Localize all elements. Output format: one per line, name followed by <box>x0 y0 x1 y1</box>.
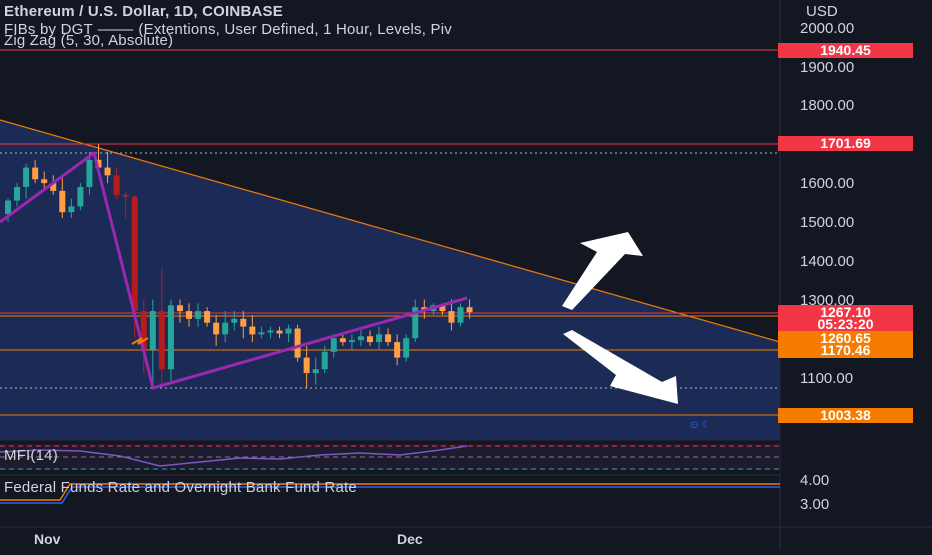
fed-funds-label[interactable]: Federal Funds Rate and Overnight Bank Fu… <box>4 479 357 496</box>
candle-body[interactable] <box>77 186 84 207</box>
candle-body[interactable] <box>86 159 93 187</box>
candle-body[interactable] <box>258 332 265 335</box>
candle-body[interactable] <box>412 307 419 339</box>
candle-body[interactable] <box>303 357 310 374</box>
candle-body[interactable] <box>122 194 129 197</box>
mfi-line[interactable] <box>0 445 468 467</box>
candle-body[interactable] <box>321 351 328 370</box>
down-arrow-icon[interactable] <box>563 330 678 404</box>
candle-body[interactable] <box>394 342 401 358</box>
descending-trendline[interactable] <box>0 119 781 343</box>
zigzag-line[interactable] <box>0 151 468 390</box>
candle-body[interactable] <box>376 334 383 343</box>
fib-indicator-label[interactable]: FIBs by DGT ⸻ (Extentions, User Defined,… <box>4 21 452 38</box>
candle-body[interactable] <box>50 183 57 191</box>
candle-body[interactable] <box>5 200 11 215</box>
wedge-zone[interactable] <box>0 120 780 440</box>
candle-body[interactable] <box>195 311 202 319</box>
candle-body[interactable] <box>240 318 247 327</box>
price-tick: 1500.00 <box>800 214 855 231</box>
price-label-1940: 1940.45 <box>778 43 913 58</box>
candle-body[interactable] <box>267 330 274 333</box>
currency-label: USD <box>806 3 838 20</box>
candle-body[interactable] <box>167 305 174 370</box>
price-tick: 2000.00 <box>800 20 855 37</box>
candle-body[interactable] <box>186 311 192 319</box>
chart-title[interactable]: Ethereum / U.S. Dollar, 1D, COINBASE <box>4 3 283 20</box>
price-tick: 1800.00 <box>800 97 855 114</box>
fed-rate-line-2[interactable] <box>0 486 780 504</box>
candle-body[interactable] <box>285 328 292 334</box>
price-tick: 1400.00 <box>800 253 855 270</box>
candle-body[interactable] <box>312 369 319 374</box>
candle-body[interactable] <box>348 340 355 343</box>
candle-body[interactable] <box>158 311 165 370</box>
candle-body[interactable] <box>439 305 446 312</box>
price-tick: 1900.00 <box>800 59 855 76</box>
price-label-1170: 1170.46 <box>778 343 913 358</box>
candle-body[interactable] <box>41 179 48 184</box>
price-label-1003: 1003.38 <box>778 408 913 423</box>
price-tick: 1300.00 <box>800 292 855 309</box>
candle-body[interactable] <box>448 311 455 323</box>
time-tick-nov: Nov <box>34 531 61 547</box>
candle-body[interactable] <box>222 322 229 335</box>
fed-tick: 3.00 <box>800 496 830 513</box>
candle-body[interactable] <box>231 318 238 323</box>
candle-body[interactable] <box>403 338 410 358</box>
candle-body[interactable] <box>176 305 183 312</box>
price-label-1701: 1701.69 <box>778 136 913 151</box>
candle-body[interactable] <box>294 328 301 358</box>
candle-body[interactable] <box>113 175 120 195</box>
candle-body[interactable] <box>59 190 66 213</box>
price-tick: 1600.00 <box>800 175 855 192</box>
mfi-label[interactable]: MFI(14) <box>4 447 58 464</box>
candle-body[interactable] <box>276 330 283 334</box>
candle-body[interactable] <box>149 311 156 350</box>
candle-body[interactable] <box>213 322 220 335</box>
candles-group <box>5 144 473 389</box>
fed-tick: 4.00 <box>800 472 830 489</box>
candle-body[interactable] <box>32 167 39 180</box>
fed-rate-line-1[interactable] <box>0 483 780 501</box>
candle-body[interactable] <box>357 336 364 341</box>
candle-body[interactable] <box>204 311 211 323</box>
up-arrow-icon[interactable] <box>562 232 643 310</box>
countdown-label: 05:23:20 <box>778 317 913 332</box>
candle-body[interactable] <box>385 334 392 343</box>
candle-body[interactable] <box>23 167 30 187</box>
candle-body[interactable] <box>104 167 111 176</box>
candle-body[interactable] <box>367 336 373 343</box>
zigzag-indicator-label[interactable]: Zig Zag (5, 30, Absolute) <box>4 32 174 49</box>
price-tick: 1100.00 <box>800 370 854 387</box>
candle-body[interactable] <box>131 196 138 312</box>
candle-body[interactable] <box>14 186 21 201</box>
event-marker-icon: ⊙ ☾ <box>690 420 711 431</box>
time-tick-dec: Dec <box>397 531 423 547</box>
candle-body[interactable] <box>339 338 346 343</box>
price-label-current: 1267.10 <box>778 305 913 320</box>
candle-body[interactable] <box>95 159 102 168</box>
candle-body[interactable] <box>249 326 256 335</box>
price-label-1260: 1260.65 <box>778 331 913 346</box>
candle-body[interactable] <box>330 338 337 352</box>
candle-body[interactable] <box>466 307 473 313</box>
candle-body[interactable] <box>68 206 75 213</box>
candle-body[interactable] <box>140 311 147 350</box>
pivot-marker-icon <box>131 337 149 345</box>
candle-body[interactable] <box>457 307 464 323</box>
